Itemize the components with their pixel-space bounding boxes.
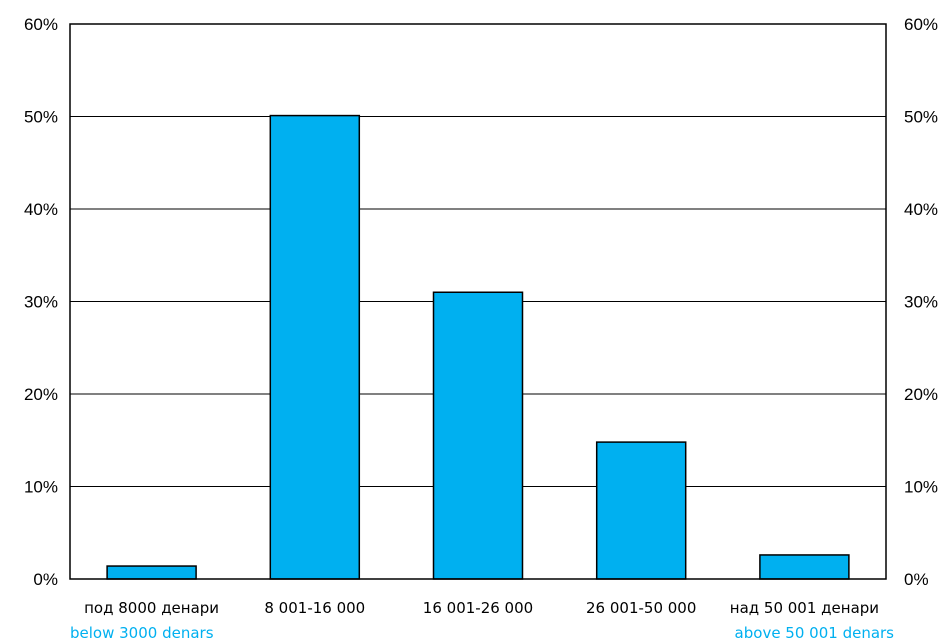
bar — [106, 565, 197, 580]
y-tick-label-left: 40% — [24, 200, 58, 219]
x-axis-labels: под 8000 денари below 3000 denars 8 001-16… — [70, 599, 894, 642]
y-tick-label-right: 10% — [904, 478, 938, 497]
bar — [432, 291, 524, 580]
y-tick-label-left: 20% — [24, 385, 58, 404]
bar — [595, 441, 687, 580]
x-tick-label: над 50 001 денари — [730, 599, 879, 617]
bar — [759, 554, 850, 580]
bar — [269, 114, 361, 580]
plot-frame — [69, 23, 887, 580]
y-axis-left-labels: 0% 10% 20% 30% 40% 50% 60% — [24, 15, 58, 589]
x-tick-label: 16 001-26 000 — [423, 599, 533, 617]
y-axis-right-labels: 0% 10% 20% 30% 40% 50% 60% — [904, 15, 938, 589]
x-tick-sublabel: below 3000 denars — [70, 624, 214, 642]
y-tick-label-left: 10% — [24, 478, 58, 497]
x-tick-label: 8 001-16 000 — [264, 599, 365, 617]
x-tick-label: 26 001-50 000 — [586, 599, 696, 617]
y-tick-label-right: 0% — [904, 570, 929, 589]
y-tick-label-right: 40% — [904, 200, 938, 219]
y-tick-label-right: 20% — [904, 385, 938, 404]
x-tick-sublabel: above 50 001 denars — [735, 624, 895, 642]
y-tick-label-left: 60% — [24, 15, 58, 34]
bars — [106, 114, 850, 580]
y-tick-label-right: 50% — [904, 108, 938, 127]
y-tick-label-left: 0% — [33, 570, 58, 589]
x-tick-label: под 8000 денари — [84, 599, 219, 617]
y-tick-label-right: 30% — [904, 293, 938, 312]
y-tick-label-left: 30% — [24, 293, 58, 312]
y-tick-label-right: 60% — [904, 15, 938, 34]
y-tick-label-left: 50% — [24, 108, 58, 127]
